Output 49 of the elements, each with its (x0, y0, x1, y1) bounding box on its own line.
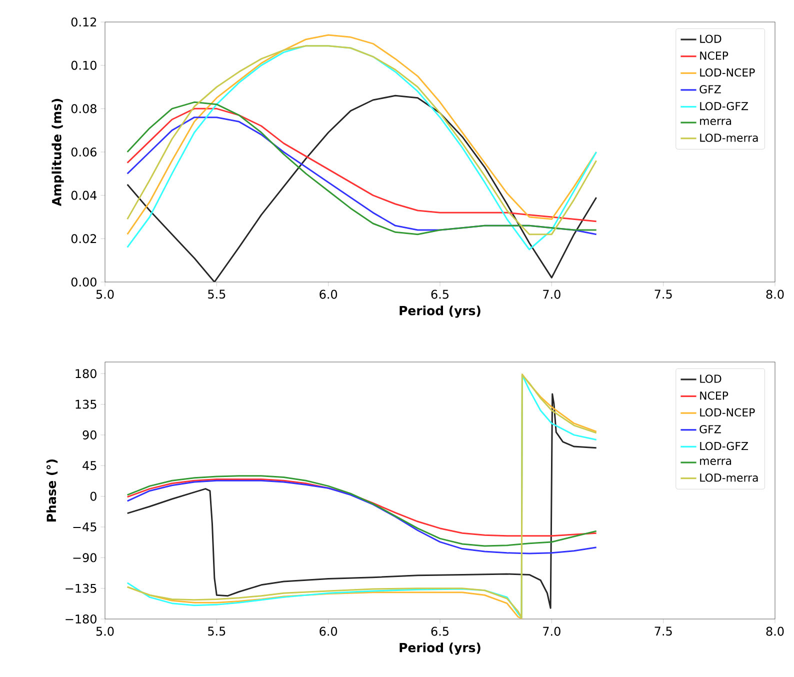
y-tick-label: 0.06 (71, 147, 96, 157)
legend-label: GFZ (700, 425, 721, 434)
y-tick-label: 0.12 (71, 17, 96, 27)
legend-label: merra (700, 118, 732, 126)
legend-label: LOD-NCEP (700, 68, 755, 77)
y-tick-label: 45 (82, 461, 96, 470)
legend-label: LOD-GFZ (700, 102, 748, 110)
y-tick-label: 180 (76, 369, 96, 378)
legend-label: LOD (700, 34, 722, 43)
legend-label: NCEP (700, 391, 728, 400)
legend-label: LOD (700, 374, 722, 383)
y-tick-label: −135 (66, 584, 96, 593)
y-tick-label: 0.10 (71, 60, 96, 70)
x-tick-label: 8.0 (766, 290, 784, 299)
y-axis-title: Amplitude (ms) (52, 98, 64, 206)
x-tick-label: 5.5 (208, 626, 226, 636)
y-tick-label: 0.02 (71, 234, 96, 244)
legend-label: GFZ (700, 85, 721, 94)
y-tick-label: 0.04 (71, 190, 97, 200)
y-axis-title: Phase (°) (46, 459, 58, 522)
x-tick-label: 7.5 (654, 626, 672, 636)
x-tick-label: 7.5 (654, 290, 672, 299)
legend-label: LOD-merra (700, 134, 758, 142)
legend-label: merra (700, 458, 732, 465)
legend-label: NCEP (700, 52, 728, 60)
x-tick-label: 6.5 (431, 626, 448, 636)
legend-label: LOD-merra (700, 474, 758, 482)
y-tick-label: −180 (66, 614, 96, 624)
x-tick-label: 6.5 (431, 290, 448, 299)
x-tick-label: 7.0 (543, 626, 560, 636)
y-tick-label: 0.00 (71, 277, 96, 287)
legend-label: LOD-GFZ (700, 442, 748, 450)
x-tick-label: 5.0 (96, 290, 114, 299)
legend-label: LOD-NCEP (700, 408, 755, 417)
x-tick-label: 5.0 (96, 626, 114, 636)
y-tick-label: 135 (76, 400, 96, 409)
y-tick-label: 0 (90, 492, 96, 501)
x-axis-title: Period (yrs) (400, 642, 480, 655)
x-axis-title: Period (yrs) (400, 306, 480, 318)
x-tick-label: 8.0 (766, 626, 784, 636)
x-tick-label: 5.5 (208, 290, 226, 299)
x-tick-label: 6.0 (320, 626, 338, 636)
x-tick-label: 6.0 (320, 290, 338, 299)
y-tick-label: −90 (73, 553, 96, 562)
y-tick-label: −45 (73, 522, 96, 532)
y-tick-label: 0.08 (71, 104, 96, 114)
y-tick-label: 90 (82, 430, 96, 440)
line-series (126, 475, 598, 547)
x-tick-label: 7.0 (543, 290, 560, 299)
